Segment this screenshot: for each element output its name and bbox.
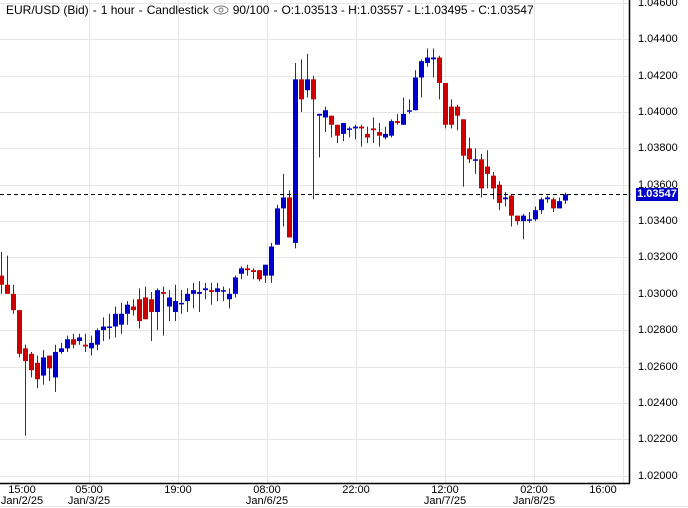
chart-title: EUR/USD (Bid) - 1 hour - Candlestick 90/… <box>6 3 534 17</box>
current-price-tag: 1.03547 <box>636 187 678 201</box>
y-tick-label: 1.02200 <box>638 432 678 445</box>
x-tick-label: 15:00 Jan/2/25 <box>0 484 44 507</box>
candles <box>0 48 568 436</box>
y-tick-label: 1.03800 <box>638 141 678 154</box>
interval-label[interactable]: 1 hour <box>100 3 135 17</box>
grid-lines <box>0 0 629 483</box>
x-tick-label: 12:00 Jan/7/25 <box>423 484 467 507</box>
bars-count: 90/100 <box>232 3 270 17</box>
y-tick-label: 1.04400 <box>638 32 678 45</box>
x-tick-label: 08:00 Jan/6/25 <box>245 484 289 507</box>
chart-type-label[interactable]: Candlestick <box>146 3 209 17</box>
x-tick-label: 05:00 Jan/3/25 <box>67 484 111 507</box>
y-tick-label: 1.03200 <box>638 250 678 263</box>
y-tick-label: 1.04600 <box>638 0 678 9</box>
x-tick-label: 02:00 Jan/8/25 <box>512 484 556 507</box>
x-tick-label: 16:00 <box>589 484 617 496</box>
y-tick-label: 1.04200 <box>638 69 678 82</box>
title-sep: - <box>92 3 97 17</box>
symbol-label: EUR/USD (Bid) <box>6 3 89 17</box>
title-sep: - <box>138 3 143 17</box>
y-tick-label: 1.02800 <box>638 323 678 336</box>
y-tick-label: 1.02000 <box>638 469 678 482</box>
y-tick-label: 1.02400 <box>638 396 678 409</box>
title-sep: - <box>273 3 278 17</box>
y-tick-label: 1.03000 <box>638 287 678 300</box>
y-tick-label: 1.03400 <box>638 214 678 227</box>
x-tick-label: 22:00 <box>342 484 370 496</box>
y-tick-label: 1.04000 <box>638 105 678 118</box>
eye-icon[interactable] <box>213 5 229 15</box>
ohlc-values: O:1.03513 - H:1.03557 - L:1.03495 - C:1.… <box>281 3 534 17</box>
y-tick-label: 1.02600 <box>638 360 678 373</box>
x-tick-label: 19:00 <box>164 484 192 496</box>
